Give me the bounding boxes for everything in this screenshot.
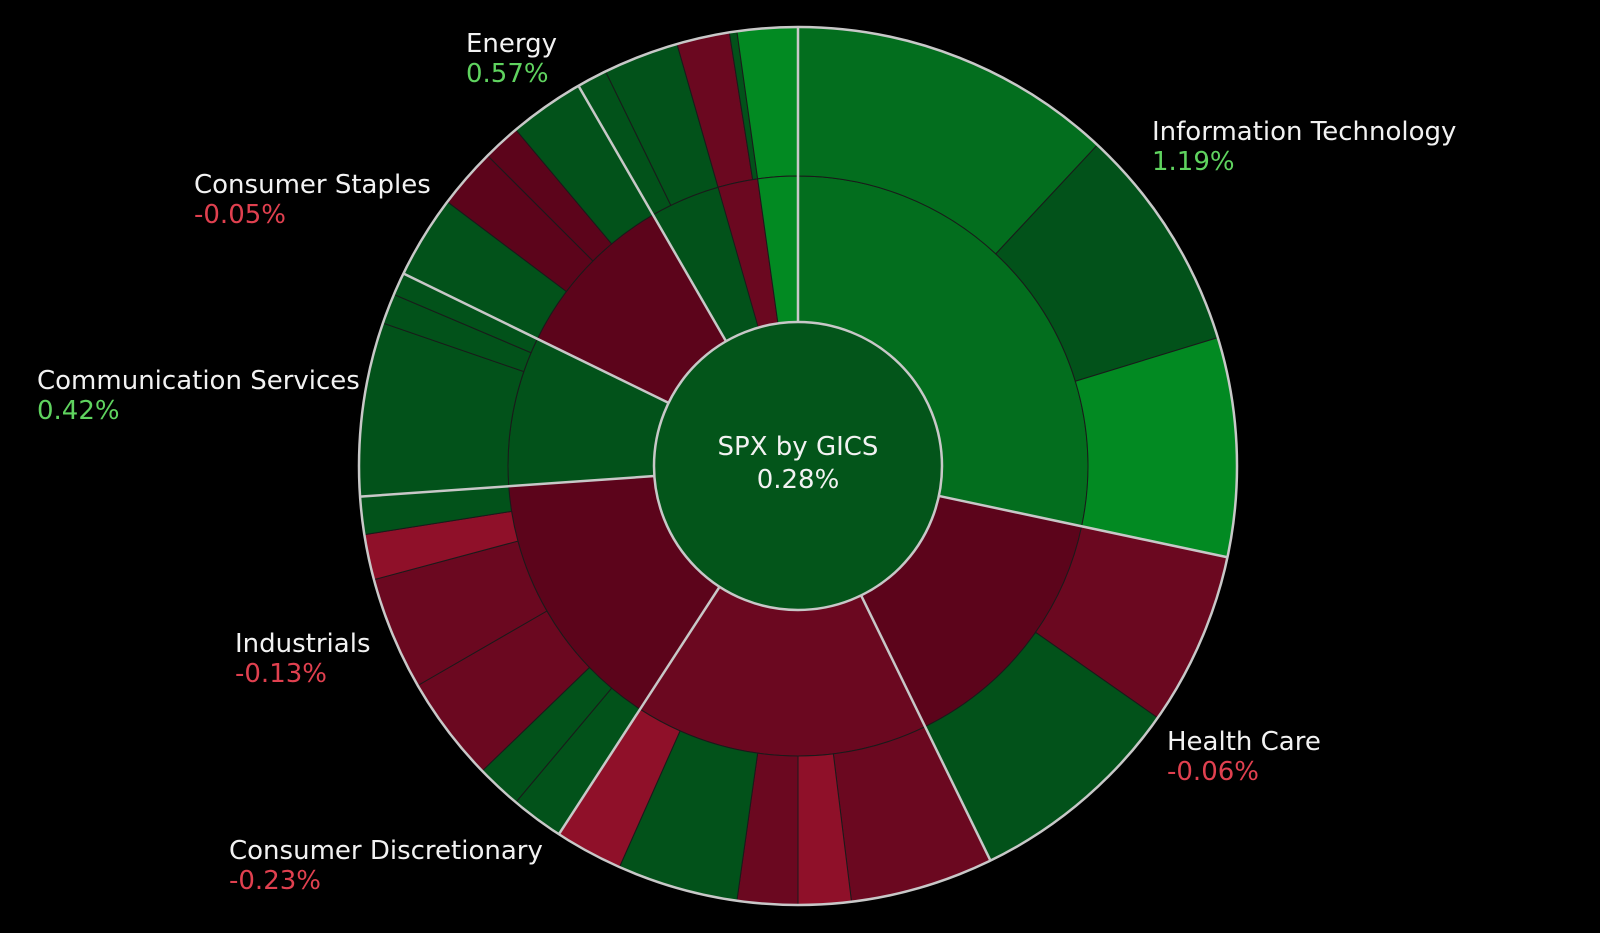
- sector-change: -0.06%: [1167, 757, 1259, 787]
- sector-change: -0.13%: [235, 659, 327, 689]
- sector-change: -0.05%: [194, 200, 286, 230]
- sector-name: Health Care: [1167, 727, 1321, 757]
- sector-name: Consumer Staples: [194, 170, 431, 200]
- sector-label-industrials[interactable]: Industrials -0.13%: [235, 629, 370, 689]
- sector-divider: [860, 594, 992, 862]
- sector-change: 1.19%: [1152, 147, 1235, 177]
- sector-label-health-care[interactable]: Health Care -0.06%: [1167, 727, 1321, 787]
- sector-divider: [938, 494, 1228, 559]
- chart-title: SPX by GICS: [718, 432, 879, 462]
- sector-name: Communication Services: [37, 366, 360, 396]
- center-disc[interactable]: [652, 320, 944, 612]
- sector-change: 0.57%: [466, 59, 549, 89]
- sector-label-energy[interactable]: Energy 0.57%: [466, 29, 557, 89]
- total-change: 0.28%: [757, 465, 840, 495]
- outer-ring: [357, 25, 1239, 907]
- sector-name: Consumer Discretionary: [229, 836, 543, 866]
- sector-name: Energy: [466, 29, 558, 59]
- sector-label-information-technology[interactable]: Information Technology 1.19%: [1152, 117, 1456, 177]
- sector-change: 0.42%: [37, 396, 120, 426]
- sector-name: Industrials: [235, 629, 371, 659]
- sector-change: -0.23%: [229, 866, 321, 896]
- sector-divider: [557, 586, 721, 835]
- sector-label-communication-services[interactable]: Communication Services 0.42%: [37, 366, 360, 426]
- sector-divider: [577, 85, 728, 342]
- sector-label-consumer-staples[interactable]: Consumer Staples -0.05%: [194, 170, 431, 230]
- sector-divider: [402, 272, 670, 404]
- sector-divider: [359, 474, 655, 498]
- sector-name: Information Technology: [1152, 117, 1457, 147]
- sector-label-consumer-discretionary[interactable]: Consumer Discretionary -0.23%: [229, 836, 543, 896]
